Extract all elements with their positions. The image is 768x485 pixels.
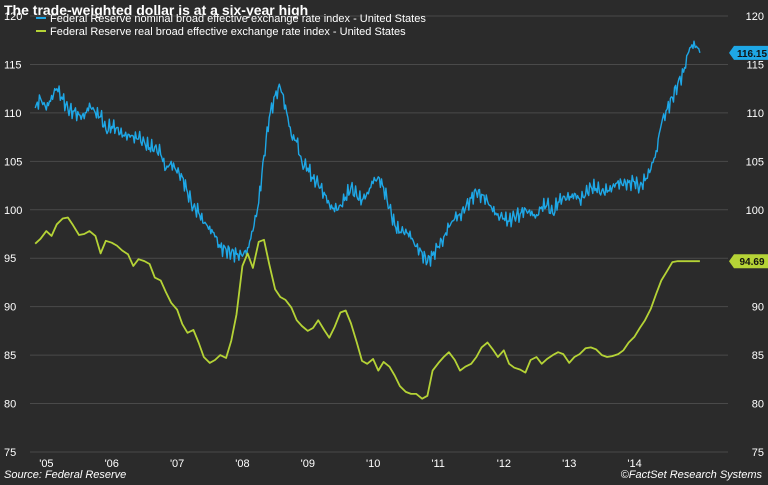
credit-note: ©FactSet Research Systems: [620, 469, 762, 481]
legend-label: Federal Reserve nominal broad effective …: [50, 13, 426, 25]
x-tick-label: '14: [627, 458, 641, 470]
last-value-badges: 116.15 94.69: [729, 45, 768, 269]
series-line-nominal: [34, 40, 701, 267]
y-tick-label-left: 85: [4, 350, 16, 362]
x-tick-label: '09: [301, 458, 315, 470]
y-tick-label-left: 95: [4, 253, 16, 265]
x-axis-ticks: '05 '06 '07 '08 '09 '10 '11 '12 '13 '14: [39, 458, 642, 470]
source-note: Source: Federal Reserve: [4, 469, 127, 481]
x-tick-label: '06: [105, 458, 119, 470]
y-tick-label-left: 90: [4, 302, 16, 314]
last-value-label: 116.15: [737, 49, 767, 60]
y-tick-label-right: 110: [746, 108, 764, 120]
x-tick-label: '11: [431, 458, 445, 470]
y-tick-label-right: 100: [746, 205, 764, 217]
y-tick-label-left: 75: [4, 447, 16, 459]
y-tick-label-right: 120: [746, 11, 764, 23]
x-tick-label: '07: [170, 458, 184, 470]
series-lines: [34, 40, 701, 400]
y-tick-label-left: 115: [4, 59, 22, 71]
series-line-real: [34, 216, 700, 400]
chart-title: The trade-weighted dollar is at a six-ye…: [4, 2, 309, 18]
x-tick-label: '10: [366, 458, 380, 470]
y-tick-label-left: 80: [4, 399, 16, 411]
y-tick-label-right: 115: [746, 59, 764, 71]
x-tick-label: '08: [235, 458, 249, 470]
y-tick-label-right: 90: [752, 302, 764, 314]
x-tick-label: '13: [562, 458, 576, 470]
last-value-badge: [729, 45, 768, 60]
y-tick-label-right: 85: [752, 350, 764, 362]
gridlines: [30, 15, 728, 453]
y-tick-label-right: 80: [752, 399, 764, 411]
y-tick-label-right: 105: [746, 156, 764, 168]
legend-label: Federal Reserve real broad effective exc…: [50, 26, 406, 38]
legend: Federal Reserve nominal broad effective …: [36, 13, 426, 38]
x-tick-label: '05: [39, 458, 53, 470]
last-value-label: 94.69: [739, 257, 764, 268]
y-tick-label-left: 105: [4, 156, 22, 168]
y-tick-label-left: 110: [4, 108, 22, 120]
last-value-badge: [729, 254, 768, 269]
x-tick-label: '12: [497, 458, 511, 470]
y-tick-label-left: 120: [4, 11, 22, 23]
y-axis-ticks: 7575808085859090959510010010510511011011…: [4, 11, 764, 459]
y-tick-label-right: 75: [752, 447, 764, 459]
y-tick-label-left: 100: [4, 205, 22, 217]
